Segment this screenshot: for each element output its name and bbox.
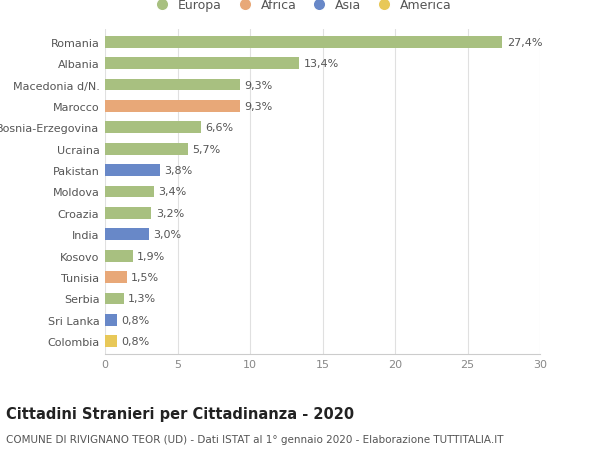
Text: 3,0%: 3,0% [153, 230, 181, 240]
Text: 0,8%: 0,8% [121, 315, 149, 325]
Bar [105, 336, 116, 347]
Text: 13,4%: 13,4% [304, 59, 339, 69]
Bar [105, 186, 154, 198]
Text: 5,7%: 5,7% [192, 145, 220, 154]
Text: 0,8%: 0,8% [121, 336, 149, 347]
Text: 6,6%: 6,6% [205, 123, 233, 133]
Text: 1,3%: 1,3% [128, 294, 157, 304]
Bar [105, 37, 502, 49]
Text: COMUNE DI RIVIGNANO TEOR (UD) - Dati ISTAT al 1° gennaio 2020 - Elaborazione TUT: COMUNE DI RIVIGNANO TEOR (UD) - Dati IST… [6, 434, 503, 444]
Text: 1,5%: 1,5% [131, 273, 159, 282]
Text: 3,2%: 3,2% [156, 208, 184, 218]
Bar [105, 293, 124, 305]
Bar [105, 250, 133, 262]
Bar [105, 314, 116, 326]
Text: 3,8%: 3,8% [164, 166, 193, 176]
Text: 27,4%: 27,4% [506, 38, 542, 48]
Bar [105, 272, 127, 283]
Bar [105, 79, 240, 91]
Bar [105, 122, 200, 134]
Bar [105, 58, 299, 70]
Text: 3,4%: 3,4% [158, 187, 187, 197]
Legend: Europa, Africa, Asia, America: Europa, Africa, Asia, America [145, 0, 457, 17]
Bar [105, 144, 188, 155]
Text: 1,9%: 1,9% [137, 251, 165, 261]
Text: 9,3%: 9,3% [244, 80, 272, 90]
Text: 9,3%: 9,3% [244, 102, 272, 112]
Bar [105, 101, 240, 112]
Text: Cittadini Stranieri per Cittadinanza - 2020: Cittadini Stranieri per Cittadinanza - 2… [6, 406, 354, 421]
Bar [105, 165, 160, 177]
Bar [105, 229, 149, 241]
Bar [105, 207, 151, 219]
